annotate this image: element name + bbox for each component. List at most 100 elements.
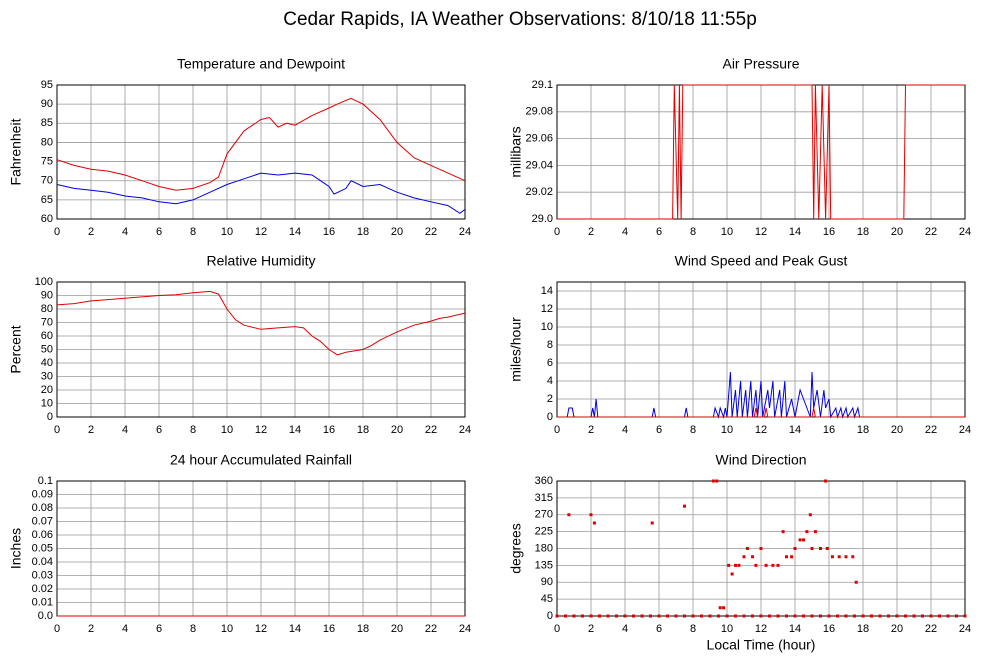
x-tick-label: 12 <box>255 424 267 436</box>
y-tick-label: 6 <box>547 357 553 369</box>
x-tick-label: 10 <box>721 226 733 238</box>
data-line <box>56 290 466 356</box>
x-tick-label: 14 <box>789 623 801 635</box>
x-tick-label: 4 <box>122 424 128 436</box>
x-tick-label: 20 <box>391 623 403 635</box>
y-tick-label: 0 <box>47 411 53 423</box>
y-tick-label: 2 <box>547 393 553 405</box>
y-tick-label: 315 <box>535 492 553 504</box>
data-point <box>718 606 722 610</box>
x-tick-label: 22 <box>425 623 437 635</box>
y-tick-label: 50 <box>41 343 53 355</box>
x-tick-label: 24 <box>459 623 471 635</box>
data-point <box>564 614 567 618</box>
data-point <box>711 479 715 483</box>
y-tick-label: 0 <box>547 411 553 423</box>
x-tick-label: 14 <box>289 424 301 436</box>
data-point <box>824 479 828 483</box>
data-point <box>589 614 593 618</box>
y-tick-label: 0 <box>547 610 553 622</box>
data-point <box>810 547 814 550</box>
x-tick-label: 6 <box>656 226 662 238</box>
x-tick-label: 0 <box>54 623 60 635</box>
data-line <box>56 97 466 191</box>
x-tick-label: 8 <box>190 424 196 436</box>
x-tick-label: 24 <box>959 623 971 635</box>
data-point <box>742 555 746 559</box>
data-point <box>912 614 916 618</box>
x-tick-label: 22 <box>925 226 937 238</box>
y-tick-label: 100 <box>35 276 53 288</box>
y-tick-label: 29.06 <box>525 133 553 145</box>
x-tick-label: 0 <box>554 623 560 635</box>
x-tick-label: 2 <box>588 424 594 436</box>
y-axis-label: Fahrenheit <box>8 118 24 185</box>
data-point <box>768 614 771 618</box>
data-point <box>715 479 719 483</box>
x-tick-label: 2 <box>88 226 94 238</box>
plot-frame <box>56 281 466 418</box>
x-tick-label: 10 <box>221 424 233 436</box>
x-tick-label: 10 <box>721 424 733 436</box>
x-tick-label: 8 <box>690 226 696 238</box>
x-tick-label: 12 <box>255 226 267 238</box>
x-tick-label: 12 <box>255 623 267 635</box>
data-point <box>781 530 785 534</box>
data-point <box>929 614 933 618</box>
data-point <box>844 555 848 559</box>
y-tick-label: 45 <box>541 593 553 605</box>
y-tick-label: 29.1 <box>532 79 553 91</box>
figure-title: Cedar Rapids, IA Weather Observations: 8… <box>283 9 757 30</box>
x-tick-label: 18 <box>357 623 369 635</box>
x-tick-label: 14 <box>289 226 301 238</box>
data-point <box>963 614 967 618</box>
data-point <box>683 614 686 618</box>
chart-title: Wind Direction <box>715 452 806 468</box>
y-axis-label: miles/hour <box>508 317 524 382</box>
data-point <box>734 563 737 567</box>
y-tick-label: 8 <box>547 339 553 351</box>
y-axis-label: millibars <box>508 126 524 177</box>
y-tick-label: 0.07 <box>32 515 53 527</box>
x-tick-label: 20 <box>391 424 403 436</box>
data-point <box>802 538 805 542</box>
y-axis-label: degrees <box>508 523 524 574</box>
y-axis-label: Inches <box>8 528 24 569</box>
x-tick-label: 16 <box>823 623 835 635</box>
x-tick-label: 2 <box>88 424 94 436</box>
x-tick-label: 0 <box>54 424 60 436</box>
data-point <box>793 547 797 550</box>
data-point <box>764 563 768 567</box>
data-point <box>887 614 890 618</box>
x-tick-label: 2 <box>588 226 594 238</box>
data-point <box>904 614 907 618</box>
x-tick-label: 16 <box>323 424 335 436</box>
y-tick-label: 14 <box>541 285 553 297</box>
y-tick-label: 20 <box>41 384 53 396</box>
chart-title: Temperature and Dewpoint <box>177 56 345 72</box>
data-point <box>771 563 775 567</box>
data-point <box>776 614 780 618</box>
x-tick-label: 0 <box>554 226 560 238</box>
data-point <box>615 614 618 618</box>
data-point <box>623 614 627 618</box>
data-line <box>557 84 965 220</box>
data-point <box>708 614 712 618</box>
data-point <box>854 580 858 584</box>
plot-frame <box>56 84 466 220</box>
data-point <box>683 504 686 508</box>
y-tick-label: 0.05 <box>32 542 53 554</box>
data-point <box>589 513 593 517</box>
y-tick-label: 60 <box>41 330 53 342</box>
x-tick-label: 18 <box>357 424 369 436</box>
y-tick-label: 80 <box>41 136 53 148</box>
data-point <box>598 614 601 618</box>
data-point <box>805 530 809 534</box>
y-tick-label: 0.08 <box>32 502 53 514</box>
x-tick-label: 4 <box>622 226 628 238</box>
y-tick-label: 29.08 <box>525 106 553 118</box>
data-point <box>606 614 610 618</box>
data-point <box>666 614 669 618</box>
x-tick-label: 4 <box>122 226 128 238</box>
